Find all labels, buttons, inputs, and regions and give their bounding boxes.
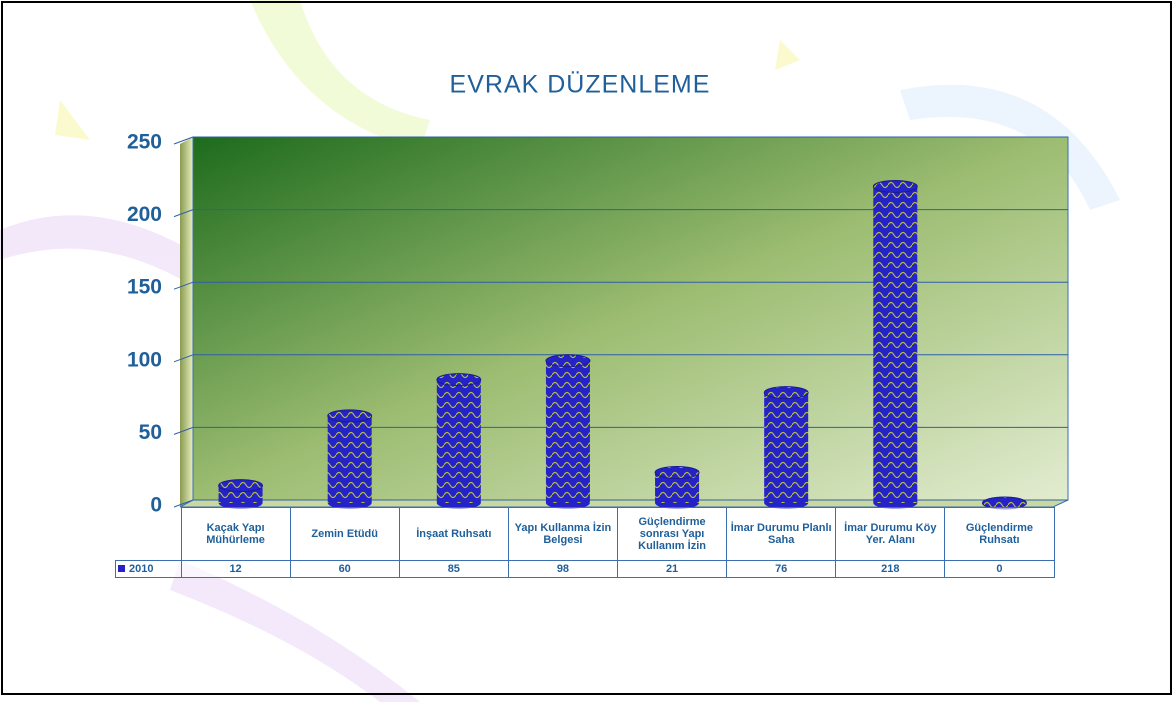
cylinder — [328, 410, 372, 509]
legend-entry: 2010 — [116, 561, 182, 578]
slide: EVRAK DÜZENLEME 0 50 100 150 200 250 Kaçak Ya… — [0, 0, 1173, 702]
y-tick-label: 50 — [139, 421, 162, 444]
cylinder-top — [546, 355, 590, 367]
y-tick-label: 100 — [127, 348, 162, 371]
chart-title: EVRAK DÜZENLEME — [450, 71, 711, 99]
cylinder — [873, 180, 917, 509]
y-tick-label: 200 — [127, 203, 162, 226]
data-label: 0 — [945, 561, 1054, 578]
cylinder-body — [546, 361, 590, 503]
cylinder-top — [764, 387, 808, 399]
cylinder-top — [328, 410, 372, 422]
cylinder-top — [437, 374, 481, 386]
x-tick-label: İnşaat Ruhsatı — [399, 508, 508, 561]
data-label: 76 — [727, 561, 836, 578]
cylinder-body — [873, 186, 917, 503]
data-label: 12 — [181, 561, 290, 578]
cylinder — [219, 480, 263, 509]
corner-cell — [116, 508, 182, 561]
cylinder-body — [437, 380, 481, 503]
side-wall — [180, 137, 193, 507]
chart: EVRAK DÜZENLEME 0 50 100 150 200 250 — [0, 0, 1173, 702]
x-tick-label: Yapı Kullanma İzin Belgesi — [508, 508, 617, 561]
data-label: 85 — [399, 561, 508, 578]
legend-swatch — [118, 565, 125, 572]
cylinder — [655, 467, 699, 509]
data-label: 98 — [508, 561, 617, 578]
legend-label: 2010 — [129, 563, 153, 575]
cylinder — [437, 374, 481, 509]
y-tick-label: 150 — [127, 276, 162, 299]
x-tick-label: Güçlendirme Ruhsatı — [945, 508, 1054, 561]
cylinder-top — [219, 480, 263, 492]
cylinder-top — [873, 180, 917, 192]
cylinder — [764, 387, 808, 509]
cylinder — [546, 355, 590, 509]
floor — [180, 500, 1068, 507]
data-label: 60 — [290, 561, 399, 578]
data-label: 218 — [836, 561, 945, 578]
back-wall — [193, 137, 1068, 500]
cylinder-body — [764, 393, 808, 503]
x-tick-label: Güçlendirme sonrası Yapı Kullanım İzin — [618, 508, 727, 561]
cylinder-body — [328, 416, 372, 503]
y-tick-label: 250 — [127, 131, 162, 154]
x-tick-label: Zemin Etüdü — [290, 508, 399, 561]
x-tick-label: Kaçak Yapı Mühürleme — [181, 508, 290, 561]
x-tick-label: İmar Durumu Köy Yer. Alanı — [836, 508, 945, 561]
data-label: 21 — [618, 561, 727, 578]
x-tick-label: İmar Durumu Planlı Saha — [727, 508, 836, 561]
cylinder-top — [655, 467, 699, 479]
